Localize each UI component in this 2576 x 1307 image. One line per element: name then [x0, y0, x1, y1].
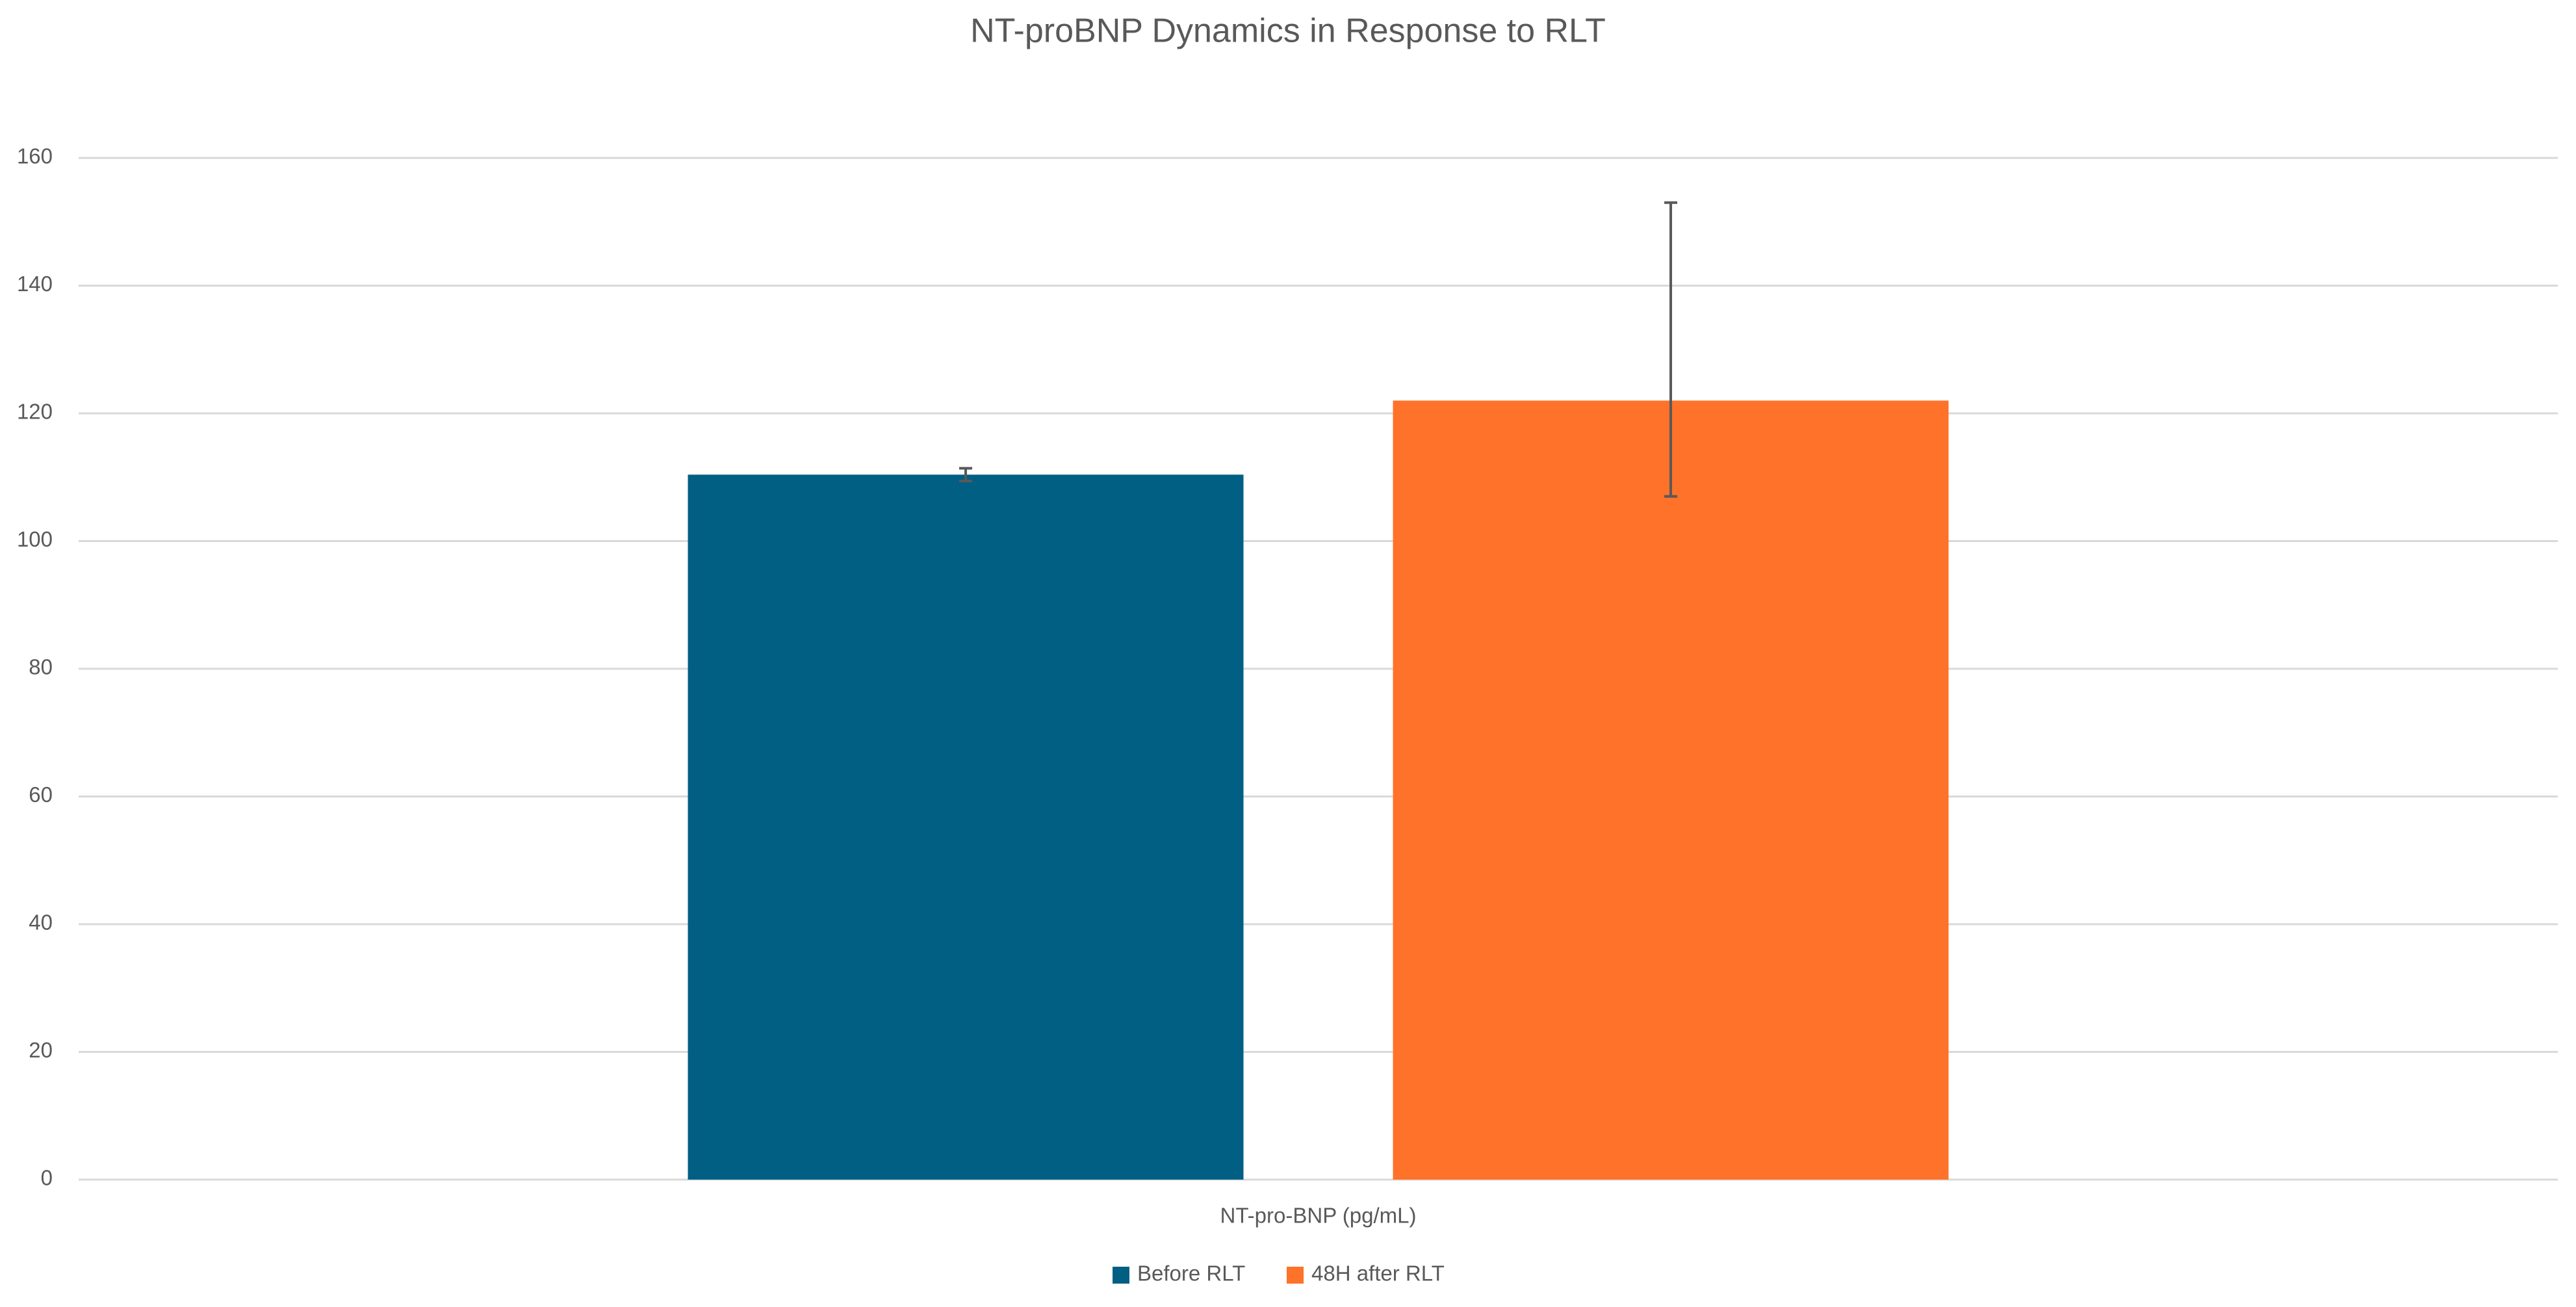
y-tick-label: 100: [17, 527, 53, 551]
bar: [1393, 400, 1949, 1180]
chart-title: NT-proBNP Dynamics in Response to RLT: [970, 12, 1606, 50]
y-tick-label: 60: [29, 783, 53, 807]
y-tick-label: 80: [29, 655, 53, 679]
y-tick-label: 160: [17, 144, 53, 168]
bar: [688, 474, 1244, 1180]
y-tick-label: 20: [29, 1038, 53, 1062]
legend-label: Before RLT: [1137, 1262, 1245, 1286]
y-tick-label: 0: [41, 1166, 53, 1190]
legend-label: 48H after RLT: [1311, 1262, 1445, 1286]
legend-swatch: [1287, 1267, 1304, 1284]
y-tick-label: 120: [17, 400, 53, 424]
x-tick-label: NT-pro-BNP (pg/mL): [1220, 1204, 1417, 1228]
legend-swatch: [1113, 1267, 1129, 1284]
y-tick-label: 40: [29, 911, 53, 935]
y-tick-label: 140: [17, 272, 53, 296]
